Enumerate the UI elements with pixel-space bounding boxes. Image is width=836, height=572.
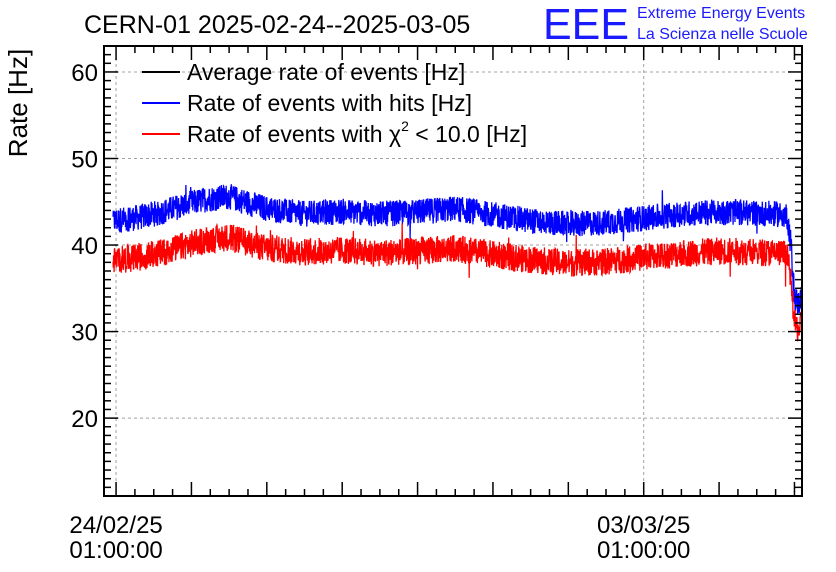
y-axis: 20 30 40 50 60 — [71, 53, 802, 489]
logo-line-2: La Scienza nelle Scuole — [637, 26, 808, 43]
y-tick-label-30: 30 — [71, 320, 98, 347]
legend-chi2-symbol: χ — [389, 121, 401, 147]
x-tick-label-date-0: 24/02/25 — [69, 512, 162, 539]
legend-label-chi2: Rate of events with χ2 < 10.0 [Hz] — [187, 118, 527, 147]
y-tick-label-50: 50 — [71, 147, 98, 174]
y-axis-title: Rate [Hz] — [3, 49, 33, 157]
legend-chi2-sup: 2 — [401, 118, 409, 134]
logo-line-1: Extreme Energy Events — [637, 5, 805, 22]
x-tick-label-time-0: 01:00:00 — [69, 537, 162, 564]
y-tick-label-40: 40 — [71, 233, 98, 260]
eee-logo-text: EEE — [543, 0, 629, 49]
eee-logo: EEE Extreme Energy Events La Scienza nel… — [543, 0, 808, 49]
series-layer — [112, 184, 803, 342]
y-tick-label-20: 20 — [71, 406, 98, 433]
legend-label-hits: Rate of events with hits [Hz] — [187, 90, 472, 116]
y-tick-label-60: 60 — [71, 60, 98, 87]
x-tick-label-time-1: 01:00:00 — [597, 537, 690, 564]
chart-title: CERN-01 2025-02-24--2025-03-05 — [84, 11, 470, 39]
series-line-hits — [112, 184, 803, 314]
legend-chi2-suffix: < 10.0 [Hz] — [409, 121, 527, 147]
series-line-chi2 — [112, 222, 803, 342]
legend: Average rate of events [Hz] Rate of even… — [142, 59, 527, 147]
legend-chi2-prefix: Rate of events with — [187, 121, 389, 147]
x-tick-label-date-1: 03/03/25 — [597, 512, 690, 539]
legend-label-average: Average rate of events [Hz] — [187, 59, 465, 85]
